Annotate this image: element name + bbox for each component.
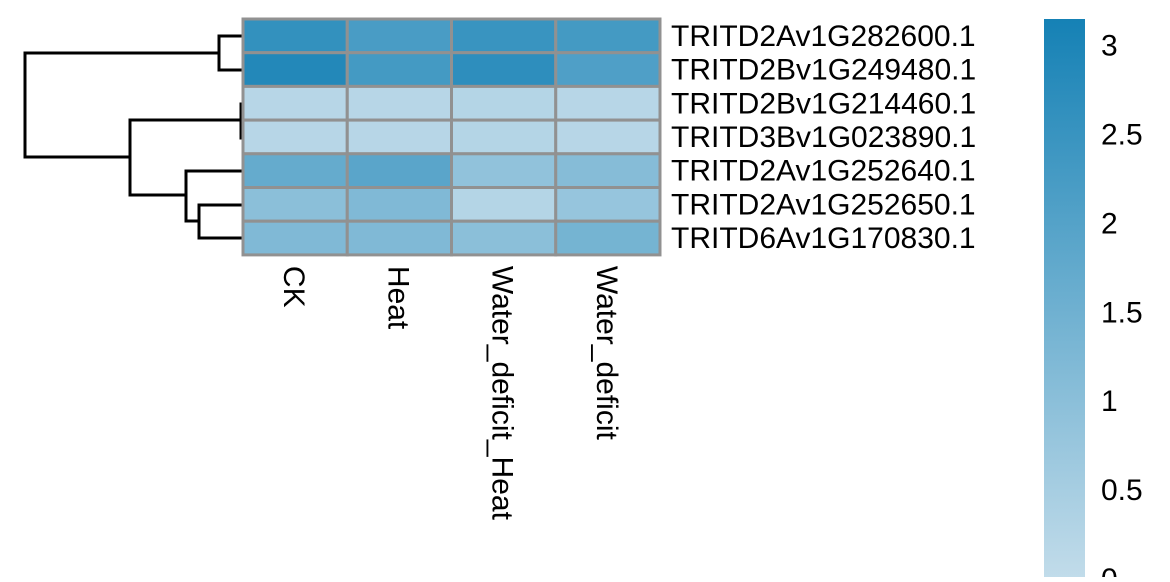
heatmap-cell	[450, 186, 558, 223]
heatmap-cell	[345, 219, 453, 257]
heatmap-cell	[345, 152, 453, 190]
heatmap-cell	[241, 118, 349, 156]
colorbar-legend: 0 0.5 1 1.5 2 2.5 3	[1044, 19, 1143, 582]
heatmap-cell	[241, 84, 349, 122]
row-label: TRITD6Av1G170830.1	[671, 222, 976, 255]
dendrogram-branch-root	[23, 51, 219, 159]
column-labels: CK Heat Water_deficit_Heat Water_deficit	[277, 266, 623, 521]
row-label: TRITD2Bv1G214460.1	[671, 87, 976, 120]
row-label: TRITD2Bv1G249480.1	[671, 54, 976, 87]
heatmap-cell	[554, 219, 662, 257]
colorbar-tick-label: 0.5	[1101, 474, 1143, 507]
colorbar-gradient	[1044, 19, 1085, 579]
column-label: Water_deficit	[590, 266, 623, 441]
colorbar-tick-label: 0	[1101, 563, 1118, 577]
heatmap-cell	[450, 84, 558, 122]
heatmap-cell	[345, 84, 453, 122]
colorbar-tick-label: 1.5	[1101, 296, 1143, 329]
row-label: TRITD2Av1G282600.1	[671, 20, 976, 53]
heatmap-cell	[241, 152, 349, 190]
heatmap-cell	[450, 152, 558, 190]
heatmap-cell	[450, 118, 558, 156]
heatmap-cell	[450, 17, 558, 55]
row-dendrogram	[23, 34, 243, 240]
colorbar-tick-label: 3	[1101, 30, 1118, 63]
heatmap-cell	[241, 219, 349, 257]
heatmap-cell	[554, 118, 662, 156]
column-label: Heat	[381, 266, 414, 330]
heatmap-cells	[241, 17, 662, 257]
row-label: TRITD3Bv1G023890.1	[671, 121, 976, 154]
column-label: CK	[277, 266, 310, 308]
heatmap-cell	[241, 186, 349, 223]
colorbar-tick-label: 2	[1101, 207, 1118, 240]
heatmap-cell	[554, 17, 662, 55]
heatmap-cell	[450, 219, 558, 257]
colorbar-tick-label: 1	[1101, 385, 1118, 418]
heatmap-cell	[554, 186, 662, 223]
heatmap-cell	[345, 186, 453, 223]
colorbar-ticks: 0 0.5 1 1.5 2 2.5 3	[1101, 30, 1143, 582]
heatmap-cell	[450, 51, 558, 88]
row-label: TRITD2Av1G252640.1	[671, 155, 976, 188]
dendrogram-branch-rows-1-2	[217, 34, 243, 72]
heatmap-cell	[554, 152, 662, 190]
heatmap-cell	[345, 51, 453, 88]
heatmap-cell	[241, 17, 349, 55]
dendrogram-branch-rows-6-7	[197, 203, 243, 240]
heatmap-cell	[345, 118, 453, 156]
heatmap-cell	[345, 17, 453, 55]
column-label: Water_deficit_Heat	[486, 266, 519, 521]
dendrogram-branch-row-5	[184, 169, 243, 223]
heatmap-cell	[554, 51, 662, 88]
row-labels: TRITD2Av1G282600.1TRITD2Bv1G249480.1TRIT…	[671, 20, 976, 255]
heatmap-cell	[554, 84, 662, 122]
row-label: TRITD2Av1G252650.1	[671, 188, 976, 221]
heatmap-cell	[241, 51, 349, 88]
colorbar-tick-label: 2.5	[1101, 119, 1143, 152]
